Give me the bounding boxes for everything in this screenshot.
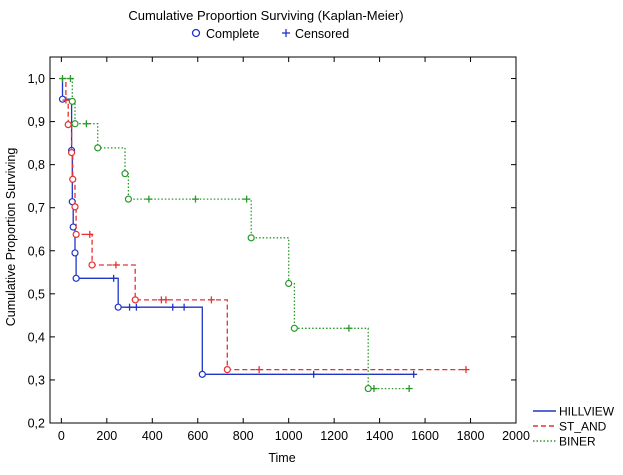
y-tick-label: 0,7 xyxy=(28,201,45,215)
complete-point-hillview xyxy=(69,223,77,231)
x-axis-label: Time xyxy=(268,451,295,465)
censored-point-biner xyxy=(243,195,251,203)
y-tick-label: 0,9 xyxy=(28,115,45,129)
censored-point-biner xyxy=(66,75,74,83)
x-tick-label: 600 xyxy=(187,429,208,443)
complete-point-hillview xyxy=(198,370,206,378)
censored-point-biner xyxy=(191,195,199,203)
legend-label-hillview: HILLVIEW xyxy=(559,405,615,419)
censored-point-hillview xyxy=(410,370,418,378)
censored-point-st-and xyxy=(462,366,470,374)
y-tick-label: 0,6 xyxy=(28,244,45,258)
complete-point-biner xyxy=(247,234,255,242)
legend-label-biner: BINER xyxy=(559,435,596,449)
y-tick-label: 0,4 xyxy=(28,330,45,344)
censored-point-biner xyxy=(405,385,413,393)
x-tick-label: 0 xyxy=(58,429,65,443)
complete-point-st-and xyxy=(131,296,139,304)
x-tick-label: 1600 xyxy=(411,429,439,443)
complete-point-hillview xyxy=(72,274,80,282)
x-tick-label: 800 xyxy=(233,429,254,443)
censored-point-st-and xyxy=(86,230,94,238)
complete-point-st-and xyxy=(64,121,72,129)
censored-point-biner xyxy=(145,195,153,203)
legend-label-st-and: ST_AND xyxy=(559,420,607,434)
censored-legend-label: Censored xyxy=(295,27,349,41)
x-tick-label: 1400 xyxy=(366,429,394,443)
complete-point-hillview xyxy=(58,95,67,103)
series-biner xyxy=(59,75,413,393)
censored-point-st-and xyxy=(62,96,70,104)
censored-point-hillview xyxy=(110,274,118,282)
censored-point-st-and xyxy=(255,366,263,374)
censored-point-st-and xyxy=(162,296,170,304)
series-st-and xyxy=(61,77,470,374)
x-tick-label: 1200 xyxy=(320,429,348,443)
y-axis: 0,2 0,3 0,4 0,5 0,6 0,7 0,8 0,9 1,0 xyxy=(28,72,516,431)
chart-title: Cumulative Proportion Surviving (Kaplan-… xyxy=(128,8,403,23)
series-line-st-and xyxy=(61,77,466,371)
complete-marker-icon xyxy=(191,28,201,38)
y-axis-label: Cumulative Proportion Surviving xyxy=(4,148,18,327)
complete-point-st-and xyxy=(71,203,79,211)
complete-point-biner xyxy=(290,324,298,332)
y-tick-label: 0,2 xyxy=(28,417,45,431)
complete-point-hillview xyxy=(114,303,122,311)
censored-point-hillview xyxy=(132,303,140,311)
complete-point-st-and xyxy=(88,261,96,269)
censored-point-biner xyxy=(82,120,90,128)
censored-point-biner xyxy=(370,385,378,393)
complete-point-biner xyxy=(121,170,129,178)
complete-point-biner xyxy=(68,97,76,105)
x-tick-label: 200 xyxy=(96,429,117,443)
censored-point-st-and xyxy=(112,261,120,269)
x-axis: 0 200 400 600 800 1000 1200 1400 1600 1800 2000 xyxy=(58,57,530,443)
complete-point-st-and xyxy=(67,148,76,157)
y-tick-label: 1,0 xyxy=(28,72,45,86)
marker-legend: Complete Censored xyxy=(191,27,349,41)
censored-point-hillview xyxy=(169,303,177,311)
complete-point-biner xyxy=(285,279,293,288)
complete-point-st-and xyxy=(223,366,231,374)
x-tick-label: 400 xyxy=(142,429,163,443)
complete-point-hillview xyxy=(71,249,79,257)
series-layer xyxy=(58,75,470,393)
complete-point-biner xyxy=(364,384,372,393)
x-tick-label: 1800 xyxy=(457,429,485,443)
complete-point-biner xyxy=(124,195,133,203)
censored-point-hillview xyxy=(180,303,188,311)
plot-frame xyxy=(49,56,517,424)
censored-point-hillview xyxy=(310,370,318,378)
x-tick-label: 2000 xyxy=(502,429,530,443)
x-tick-label: 1000 xyxy=(275,429,303,443)
censored-point-hillview xyxy=(126,303,134,311)
complete-point-biner xyxy=(71,120,79,128)
censored-marker-icon xyxy=(282,29,290,37)
y-tick-label: 0,8 xyxy=(28,158,45,172)
censored-point-st-and xyxy=(207,296,215,304)
complete-point-biner xyxy=(94,144,102,152)
complete-point-st-and xyxy=(72,230,80,239)
complete-legend-label: Complete xyxy=(206,27,260,41)
complete-point-st-and xyxy=(69,175,77,183)
y-tick-label: 0,5 xyxy=(28,287,45,301)
censored-point-biner xyxy=(345,324,353,332)
censored-point-biner xyxy=(59,75,67,83)
y-tick-label: 0,3 xyxy=(28,373,45,387)
